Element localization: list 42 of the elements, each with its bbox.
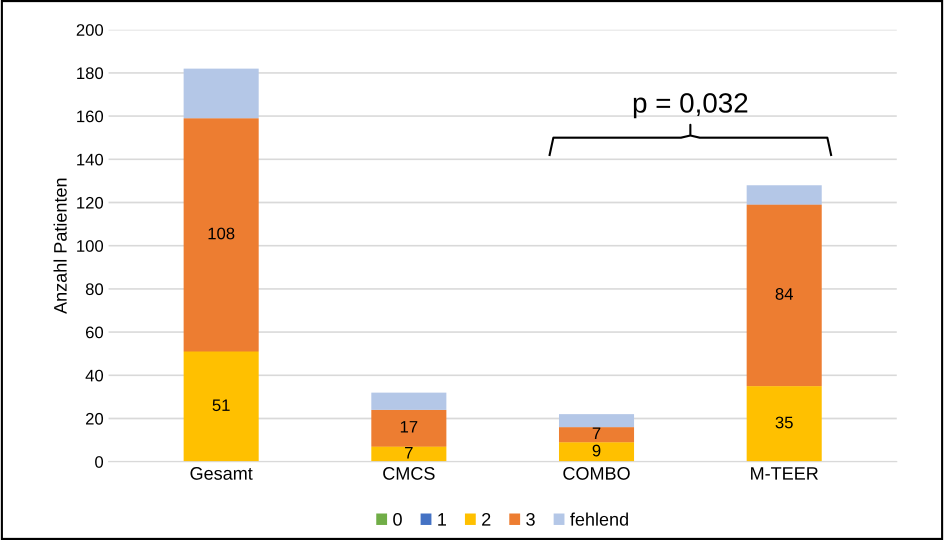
x-tick-label: M-TEER <box>751 467 818 480</box>
bar <box>184 352 259 462</box>
bar <box>558 414 634 428</box>
data-label: 35 <box>776 416 793 428</box>
y-tick-label: 40 <box>86 370 104 382</box>
y-tick-label: 60 <box>86 326 104 338</box>
y-tick-label: 140 <box>77 154 104 166</box>
annotation: p = 0,032 <box>634 93 748 118</box>
y-tick-label: 80 <box>86 283 104 296</box>
x-tick-label: CMCS <box>383 467 435 480</box>
y-tick-label: 200 <box>76 24 104 36</box>
bar <box>371 392 446 410</box>
bar <box>184 68 259 118</box>
bar <box>746 185 822 205</box>
data-label: 7 <box>405 446 413 458</box>
y-axis-title: Anzahl Patienten <box>54 178 67 314</box>
bar <box>558 442 634 462</box>
bar <box>184 118 259 352</box>
legend-label: 1 <box>438 513 446 526</box>
x-tick-label: Gesamt <box>190 467 253 480</box>
data-label: 51 <box>212 399 230 412</box>
legend-label: 0 <box>393 512 402 526</box>
bar <box>371 410 446 447</box>
data-label: 7 <box>592 428 600 440</box>
data-label: 108 <box>208 228 234 240</box>
bar <box>558 427 634 442</box>
y-tick-label: 180 <box>77 67 104 80</box>
y-tick-label: 100 <box>77 240 104 252</box>
y-tick-label: 160 <box>77 110 104 122</box>
bar <box>371 446 446 462</box>
data-label: 17 <box>400 421 418 433</box>
y-tick-label: 20 <box>86 412 104 425</box>
data-label: 9 <box>592 444 600 456</box>
y-tick-label: 0 <box>95 456 104 468</box>
bar <box>746 204 822 386</box>
data-label: 84 <box>776 288 793 300</box>
bar <box>746 386 822 462</box>
legend-label: fehlend <box>570 512 628 526</box>
y-tick-label: 120 <box>77 196 104 209</box>
legend-label: 2 <box>482 512 490 526</box>
x-tick-label: COMBO <box>563 467 630 480</box>
legend-label: 3 <box>526 512 535 526</box>
